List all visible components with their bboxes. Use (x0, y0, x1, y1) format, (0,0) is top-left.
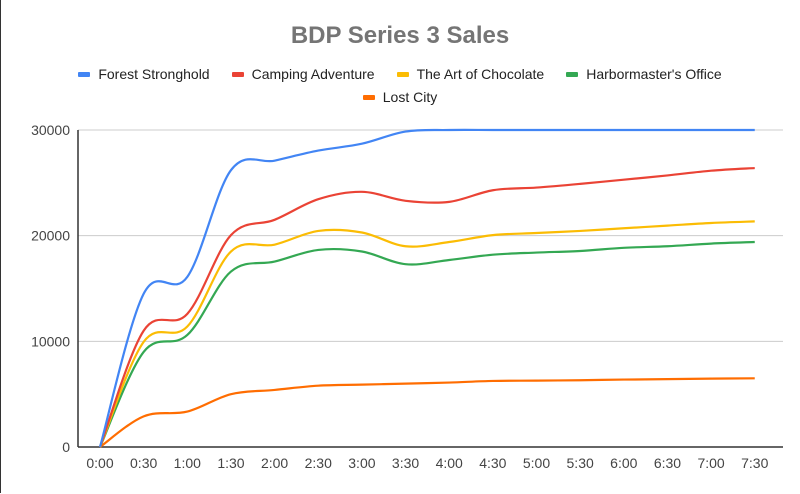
legend-item: Harbormaster's Office (566, 66, 722, 82)
x-tick-label: 7:00 (697, 455, 724, 471)
legend-swatch (566, 71, 579, 77)
x-tick-label: 0:30 (130, 455, 157, 471)
legend-label: Harbormaster's Office (586, 66, 722, 82)
x-tick-label: 4:30 (479, 455, 506, 471)
legend-row-2: Lost City (0, 89, 800, 105)
x-tick-label: 1:00 (174, 455, 201, 471)
x-tick-label: 3:00 (348, 455, 375, 471)
x-tick-label: 1:30 (217, 455, 244, 471)
legend-item: Lost City (362, 89, 438, 105)
y-tick-label: 10000 (31, 333, 70, 349)
legend-swatch (396, 71, 409, 77)
series-line (98, 128, 755, 448)
chart-title: BDP Series 3 Sales (290, 22, 510, 49)
legend-label: Lost City (382, 89, 438, 105)
series-line (98, 166, 755, 448)
y-tick-label: 30000 (31, 122, 70, 138)
x-tick-label: 3:30 (392, 455, 419, 471)
legend-item: Forest Stronghold (78, 66, 210, 82)
series-line (99, 377, 755, 448)
legend-swatch (78, 71, 91, 77)
x-tick-label: 2:00 (261, 455, 288, 471)
x-tick-label: 4:00 (436, 455, 463, 471)
legend-swatch (362, 94, 375, 100)
legend-swatch (231, 71, 244, 77)
x-tick-label: 6:00 (610, 455, 637, 471)
x-tick-label: 0:00 (86, 455, 113, 471)
series-line (98, 220, 755, 448)
y-tick-label: 0 (62, 439, 70, 455)
x-tick-label: 6:30 (654, 455, 681, 471)
x-tick-label: 7:30 (741, 455, 768, 471)
legend: Forest Stronghold Camping Adventure The Ar… (0, 66, 800, 82)
legend-item: Camping Adventure (231, 66, 375, 82)
legend-item: The Art of Chocolate (396, 66, 545, 82)
legend-label: Camping Adventure (251, 66, 375, 82)
legend-label: Forest Stronghold (98, 66, 210, 82)
x-tick-label: 5:30 (567, 455, 594, 471)
legend-label: The Art of Chocolate (416, 66, 545, 82)
series-line (99, 240, 755, 448)
y-tick-label: 20000 (31, 228, 70, 244)
x-tick-label: 5:00 (523, 455, 550, 471)
x-tick-label: 2:30 (305, 455, 332, 471)
